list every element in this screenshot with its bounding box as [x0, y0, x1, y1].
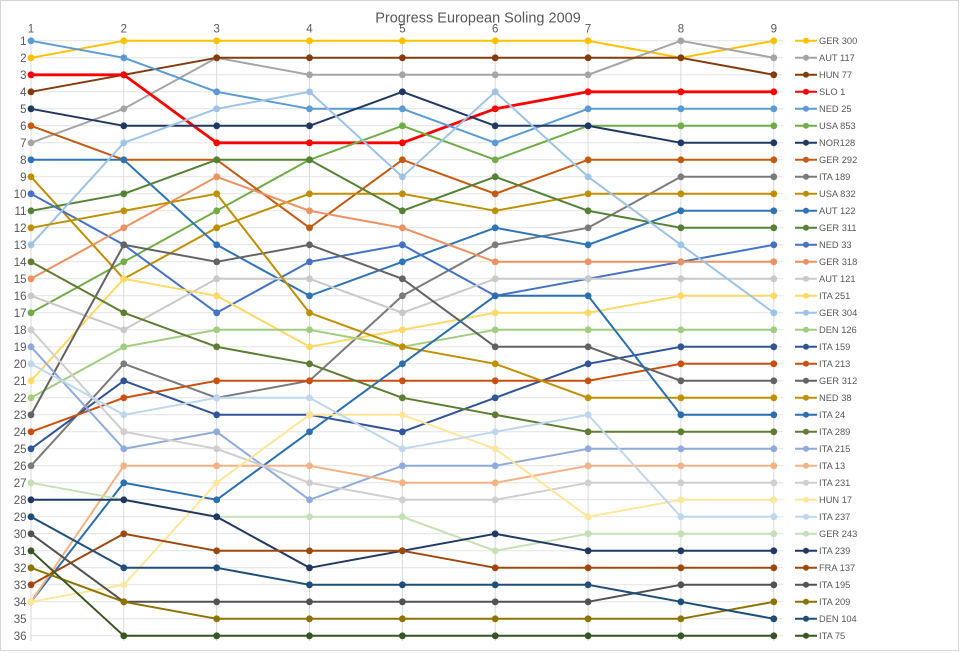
svg-text:10: 10	[14, 189, 27, 201]
svg-text:11: 11	[15, 206, 27, 218]
svg-text:4: 4	[306, 24, 313, 36]
svg-text:AUT 121: AUT 121	[819, 274, 856, 284]
svg-text:ITA 215: ITA 215	[819, 444, 850, 454]
svg-text:21: 21	[14, 376, 27, 388]
svg-text:32: 32	[14, 563, 27, 575]
svg-text:GER 300: GER 300	[819, 36, 857, 46]
svg-text:DEN 104: DEN 104	[819, 614, 857, 624]
svg-text:15: 15	[14, 274, 27, 286]
svg-text:ITA 239: ITA 239	[819, 546, 850, 556]
svg-text:ITA 159: ITA 159	[819, 342, 850, 352]
svg-text:8: 8	[678, 24, 684, 36]
svg-text:34: 34	[14, 597, 27, 609]
svg-text:29: 29	[14, 512, 27, 524]
svg-text:ITA 189: ITA 189	[819, 172, 850, 182]
svg-text:2: 2	[121, 24, 127, 36]
svg-text:12: 12	[14, 223, 27, 235]
svg-text:ITA 75: ITA 75	[819, 631, 845, 641]
svg-text:9: 9	[20, 172, 26, 184]
svg-text:GER 304: GER 304	[819, 308, 857, 318]
svg-text:ITA 24: ITA 24	[819, 410, 845, 420]
svg-text:1: 1	[28, 24, 34, 36]
svg-text:1: 1	[20, 36, 26, 48]
svg-text:24: 24	[14, 427, 27, 439]
svg-text:30: 30	[14, 529, 27, 541]
svg-text:13: 13	[14, 240, 27, 252]
svg-text:5: 5	[20, 104, 26, 116]
svg-text:19: 19	[14, 342, 27, 354]
svg-text:NED 25: NED 25	[819, 104, 852, 114]
svg-text:AUT 117: AUT 117	[819, 53, 855, 63]
svg-text:35: 35	[14, 614, 27, 626]
svg-text:6: 6	[20, 121, 26, 133]
svg-text:GER 292: GER 292	[819, 155, 857, 165]
svg-text:ITA 289: ITA 289	[819, 427, 850, 437]
svg-text:28: 28	[14, 495, 27, 507]
svg-text:7: 7	[20, 138, 26, 150]
svg-text:18: 18	[14, 325, 27, 337]
svg-text:25: 25	[14, 444, 27, 456]
svg-text:SLO 1: SLO 1	[819, 87, 845, 97]
svg-text:33: 33	[14, 580, 27, 592]
svg-text:22: 22	[14, 393, 27, 405]
svg-text:ITA 13: ITA 13	[819, 461, 845, 471]
svg-text:16: 16	[14, 291, 27, 303]
svg-text:AUT 122: AUT 122	[819, 206, 856, 216]
svg-text:36: 36	[14, 631, 27, 643]
svg-text:20: 20	[14, 359, 27, 371]
svg-text:USA 832: USA 832	[819, 189, 856, 199]
svg-text:HUN 77: HUN 77	[819, 70, 852, 80]
svg-text:NED 38: NED 38	[819, 393, 852, 403]
svg-text:GER 243: GER 243	[819, 529, 857, 539]
svg-text:ITA 237: ITA 237	[819, 512, 850, 522]
svg-text:14: 14	[14, 257, 27, 269]
svg-text:NED 33: NED 33	[819, 240, 852, 250]
svg-text:GER 312: GER 312	[819, 376, 857, 386]
svg-text:DEN 126: DEN 126	[819, 325, 857, 335]
svg-text:2: 2	[20, 53, 26, 65]
svg-text:7: 7	[585, 24, 591, 36]
svg-text:ITA 195: ITA 195	[819, 580, 850, 590]
svg-text:Progress European Soling 2009: Progress European Soling 2009	[375, 11, 581, 27]
svg-text:HUN 17: HUN 17	[819, 495, 852, 505]
svg-text:23: 23	[14, 410, 27, 422]
svg-text:ITA 251: ITA 251	[819, 291, 850, 301]
svg-text:4: 4	[20, 87, 27, 99]
svg-text:17: 17	[14, 308, 27, 320]
svg-text:ITA 231: ITA 231	[819, 478, 850, 488]
svg-text:3: 3	[213, 24, 219, 36]
svg-text:26: 26	[14, 461, 27, 473]
svg-text:FRA 137: FRA 137	[819, 563, 855, 573]
svg-text:GER 318: GER 318	[819, 257, 857, 267]
svg-text:3: 3	[20, 70, 26, 82]
svg-text:8: 8	[20, 155, 26, 167]
svg-text:6: 6	[492, 24, 498, 36]
svg-text:GER 311: GER 311	[819, 223, 857, 233]
svg-text:NOR128: NOR128	[819, 138, 855, 148]
svg-text:31: 31	[14, 546, 27, 558]
svg-text:27: 27	[14, 478, 27, 490]
svg-text:ITA 209: ITA 209	[819, 597, 850, 607]
svg-text:5: 5	[399, 24, 405, 36]
svg-text:9: 9	[771, 24, 777, 36]
svg-text:USA 853: USA 853	[819, 121, 856, 131]
svg-text:ITA 213: ITA 213	[819, 359, 850, 369]
